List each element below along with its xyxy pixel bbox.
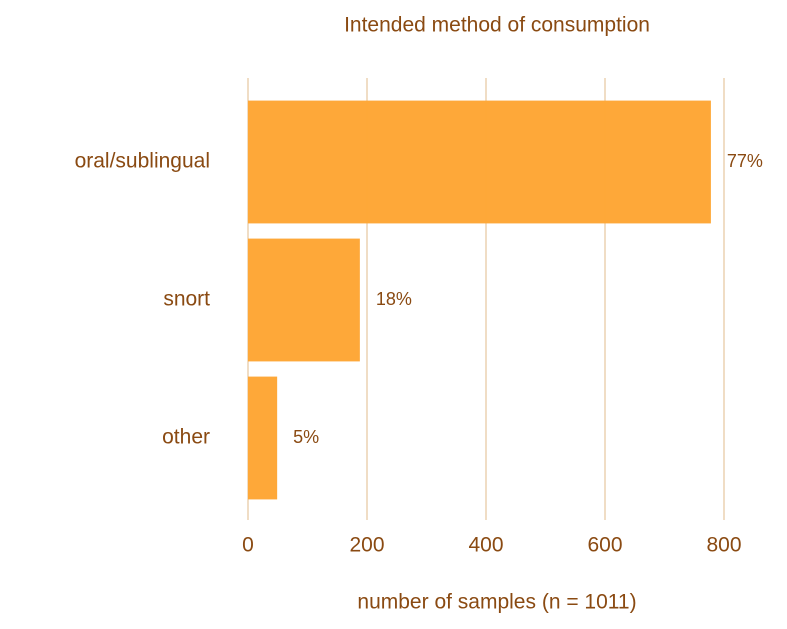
y-tick-label: snort [163, 288, 210, 311]
bar [248, 238, 360, 362]
x-tick-label: 600 [587, 534, 622, 557]
bar [248, 376, 278, 500]
y-tick-label: other [162, 426, 210, 449]
x-tick-label: 400 [468, 534, 503, 557]
value-label: 18% [376, 289, 412, 309]
x-tick-label: 200 [349, 534, 384, 557]
y-tick-label: oral/sublingual [75, 150, 210, 173]
value-label: 77% [727, 151, 763, 171]
x-tick-label: 0 [242, 534, 254, 557]
x-axis-label: number of samples (n = 1011) [357, 591, 636, 614]
x-tick-label: 800 [706, 534, 741, 557]
value-label: 5% [293, 427, 319, 447]
chart-title: Intended method of consumption [344, 14, 650, 37]
bar [248, 100, 711, 224]
